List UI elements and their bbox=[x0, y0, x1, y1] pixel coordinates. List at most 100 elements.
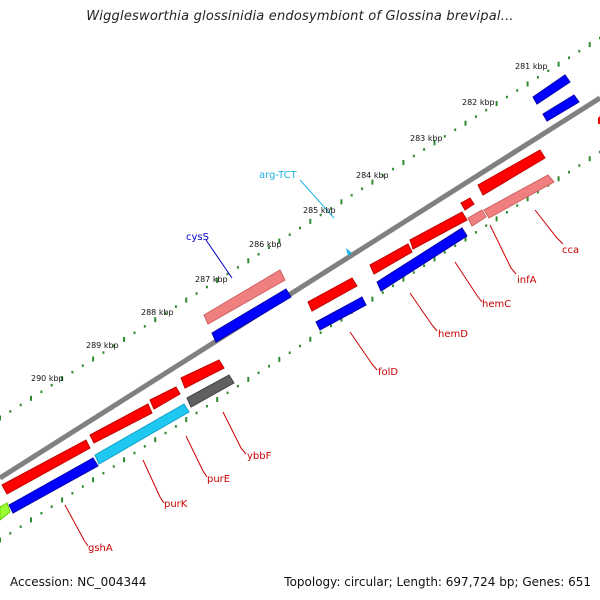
gene-forward[interactable] bbox=[89, 403, 153, 444]
gene-forward[interactable] bbox=[307, 277, 358, 312]
gc-dot bbox=[443, 135, 446, 138]
gene-green[interactable] bbox=[0, 502, 11, 521]
scale-label: 289 kbp bbox=[86, 341, 119, 350]
gc-dot bbox=[185, 417, 188, 423]
scale-label: 282 kbp bbox=[462, 98, 495, 107]
gc-dot bbox=[226, 272, 229, 276]
gc-dot bbox=[268, 246, 270, 249]
gc-dot bbox=[174, 305, 177, 308]
gene-reverse[interactable] bbox=[8, 457, 99, 514]
gc-dot bbox=[19, 525, 22, 528]
gc-dot bbox=[71, 492, 74, 495]
gc-dot bbox=[412, 154, 415, 158]
gc-dot bbox=[278, 356, 281, 362]
gc-dot bbox=[185, 297, 188, 303]
label-leaders bbox=[64, 209, 564, 547]
gc-dot bbox=[588, 42, 591, 48]
gc-dot bbox=[536, 76, 539, 79]
gene-reverse[interactable] bbox=[376, 227, 468, 292]
gene-forward[interactable] bbox=[409, 211, 468, 250]
gene-forward[interactable] bbox=[369, 243, 413, 275]
gc-dot bbox=[102, 471, 105, 475]
gene-label-hemD[interactable]: hemD bbox=[438, 329, 468, 340]
gc-dot bbox=[236, 266, 239, 269]
gc-dot bbox=[133, 451, 136, 455]
gc-dot bbox=[454, 244, 457, 247]
gc-dot bbox=[402, 160, 405, 165]
gene-reverse[interactable] bbox=[532, 74, 571, 105]
gene-reverse[interactable] bbox=[211, 288, 292, 343]
gc-dot bbox=[288, 233, 291, 236]
trna-label-arg-tct[interactable]: arg-TCT bbox=[259, 170, 298, 181]
gc-dot bbox=[526, 196, 529, 202]
gc-dot bbox=[474, 115, 477, 118]
gc-dot bbox=[588, 156, 591, 162]
gc-dot bbox=[547, 69, 550, 73]
gc-dot bbox=[247, 376, 250, 382]
gene-label-purE[interactable]: purE bbox=[207, 474, 230, 485]
gene-forward[interactable] bbox=[477, 149, 546, 196]
gc-dot bbox=[9, 532, 12, 535]
gc-dot bbox=[536, 190, 539, 194]
gc-dot bbox=[154, 437, 157, 443]
gc-dot bbox=[423, 148, 426, 151]
trna-label-cyss[interactable]: cysS bbox=[186, 232, 209, 243]
gc-dot bbox=[61, 497, 64, 503]
gene-label-folD[interactable]: folD bbox=[378, 367, 398, 378]
gc-dot bbox=[495, 101, 498, 106]
gene-label-cca[interactable]: cca bbox=[562, 245, 579, 256]
gc-dot bbox=[299, 226, 301, 230]
gene-reverse[interactable] bbox=[315, 296, 367, 331]
gc-dot bbox=[164, 312, 167, 315]
gene-track[interactable] bbox=[0, 74, 600, 521]
gene-reverse[interactable] bbox=[542, 94, 580, 122]
gene-label-infA[interactable]: infA bbox=[517, 275, 537, 286]
gc-dot bbox=[454, 128, 457, 131]
gc-dot bbox=[381, 174, 384, 177]
gene-forward[interactable] bbox=[460, 197, 475, 211]
gc-dot bbox=[154, 317, 157, 323]
gene-rrna-like[interactable] bbox=[483, 174, 555, 219]
gc-dot bbox=[143, 445, 146, 448]
gene-forward[interactable] bbox=[180, 359, 225, 389]
gc-dot bbox=[195, 292, 198, 295]
gene-trna[interactable] bbox=[94, 403, 190, 465]
scale-label: 288 kbp bbox=[141, 308, 174, 317]
gene-label-purK[interactable]: purK bbox=[164, 499, 188, 510]
gc-dot bbox=[299, 344, 301, 348]
gene-other[interactable] bbox=[186, 374, 235, 408]
gc-dot bbox=[195, 411, 198, 415]
scale-label: 283 kbp bbox=[410, 134, 443, 143]
gc-dot bbox=[9, 410, 12, 413]
scale-label: 287 kbp bbox=[195, 275, 228, 284]
gc-dot bbox=[205, 405, 208, 408]
gc-dot bbox=[278, 238, 281, 244]
scale-label: 281 kbp bbox=[515, 62, 548, 71]
gene-rrna-like[interactable] bbox=[467, 209, 487, 227]
gc-dot bbox=[557, 176, 560, 182]
gc-dot bbox=[423, 264, 426, 267]
genome-backbone bbox=[0, 95, 600, 481]
gene-forward[interactable] bbox=[1, 439, 91, 495]
gc-dot bbox=[464, 120, 467, 126]
gc-dot bbox=[350, 194, 353, 197]
gene-label-hemC[interactable]: hemC bbox=[482, 299, 511, 310]
gc-dot bbox=[485, 108, 488, 112]
gc-dot bbox=[0, 537, 1, 543]
gc-dot bbox=[443, 251, 446, 254]
gene-label-gshA[interactable]: gshA bbox=[88, 543, 113, 554]
gc-dot bbox=[578, 164, 581, 167]
trna-marker[interactable] bbox=[346, 248, 352, 256]
gc-dot bbox=[257, 371, 260, 375]
topology-text: Topology: circular; Length: 697,724 bp; … bbox=[284, 575, 591, 589]
cyss-leader bbox=[205, 239, 233, 279]
gc-dot bbox=[92, 356, 95, 362]
gc-dot bbox=[50, 384, 53, 387]
gene-label-ybbF[interactable]: ybbF bbox=[247, 451, 272, 462]
arg-tct-leader bbox=[299, 179, 335, 219]
gene-rrna-like[interactable] bbox=[203, 269, 286, 325]
gc-dot bbox=[102, 351, 105, 354]
gene-forward[interactable] bbox=[149, 386, 181, 410]
gc-dot bbox=[205, 285, 208, 289]
